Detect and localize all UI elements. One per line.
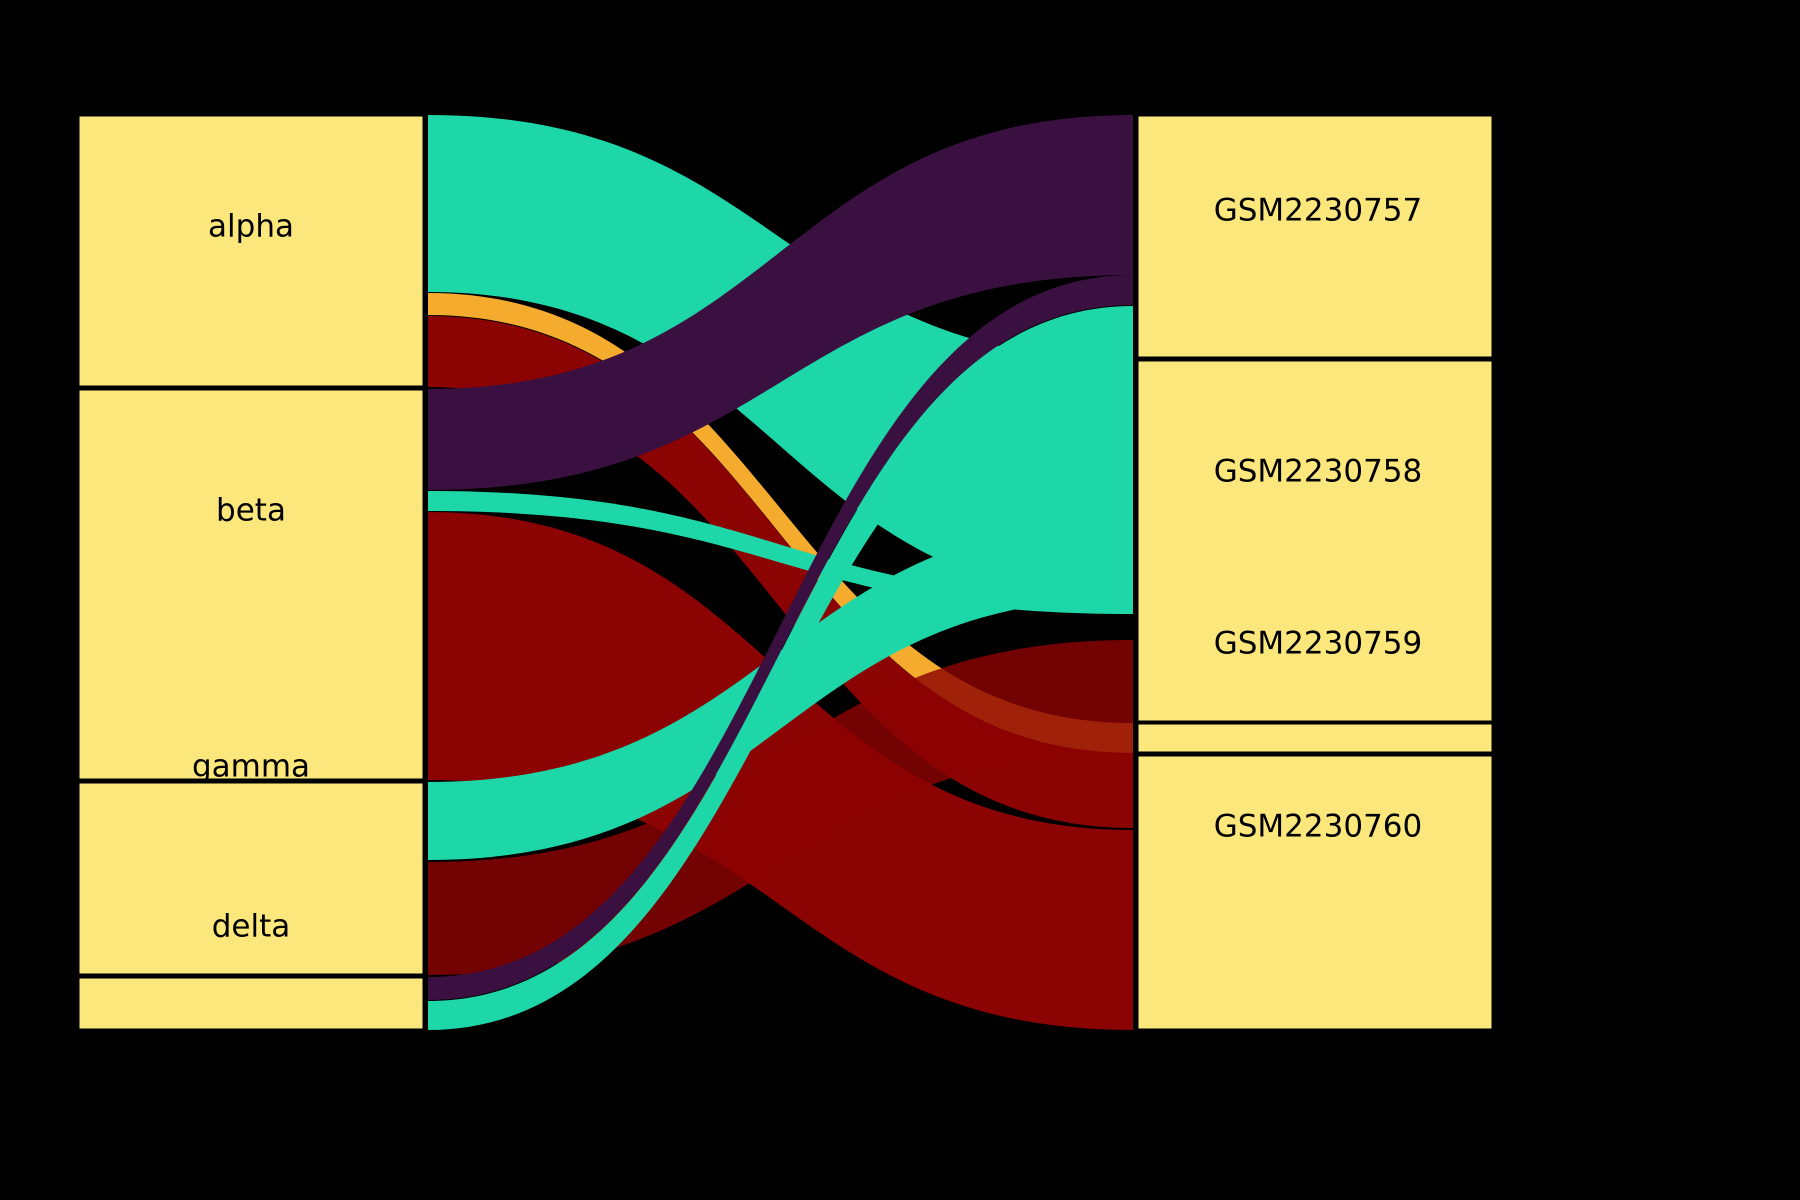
node-alpha[interactable] — [76, 113, 426, 389]
node-gsm2230759[interactable] — [1135, 721, 1495, 755]
link-gamma-gsm2230760[interactable] — [428, 640, 1133, 975]
link-alpha-gsm2230760[interactable] — [428, 316, 1133, 828]
link-delta-gsm2230758[interactable] — [428, 306, 1133, 1030]
link-beta-gsm2230758[interactable] — [428, 491, 1133, 614]
node-beta[interactable] — [76, 387, 426, 782]
node-alpha-label: alpha — [208, 209, 294, 245]
node-gsm2230758[interactable] — [1135, 358, 1495, 724]
node-gamma[interactable] — [76, 780, 426, 977]
node-gamma-label: gamma — [192, 749, 310, 785]
link-layer — [428, 115, 1133, 1030]
link-alpha-gsm2230759[interactable] — [428, 293, 1133, 753]
node-gsm2230757-label: GSM2230757 — [1214, 193, 1423, 229]
node-gsm2230758-label: GSM2230758 — [1214, 454, 1423, 490]
node-delta-label: delta — [212, 909, 291, 945]
target-node-group: GSM2230757 GSM2230758 GSM2230759 GSM2230… — [1135, 113, 1495, 1032]
link-delta-gsm2230757[interactable] — [428, 275, 1133, 1000]
node-gsm2230760-label: GSM2230760 — [1214, 809, 1423, 845]
link-beta-gsm2230757[interactable] — [428, 115, 1133, 490]
node-beta-label: beta — [216, 493, 286, 529]
node-gsm2230757[interactable] — [1135, 113, 1495, 360]
node-delta[interactable] — [76, 975, 426, 1032]
node-gsm2230760[interactable] — [1135, 753, 1495, 1032]
node-gsm2230759-label: GSM2230759 — [1214, 626, 1423, 662]
source-node-group: alpha beta gamma delta — [76, 113, 426, 1032]
